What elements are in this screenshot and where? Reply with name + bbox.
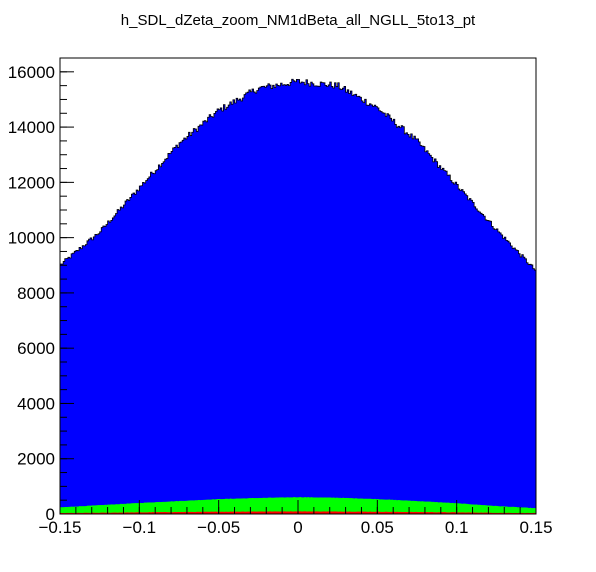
x-tick-label: −0.05 (197, 518, 240, 537)
y-tick-label: 8000 (17, 284, 55, 303)
x-tick-label: 0 (293, 518, 302, 537)
y-tick-label: 4000 (17, 394, 55, 413)
axis-layer: −0.15 −0.1 −0.05 0 0.05 0.1 0.15 0 2000 4000 6000 8… (8, 57, 553, 537)
y-tick-label: 16000 (8, 63, 55, 82)
chart-title: h_SDL_dZeta_zoom_NM1dBeta_all_NGLL_5to13… (121, 12, 476, 29)
series-layer (59, 78, 537, 515)
x-tick-label: 0.15 (519, 518, 552, 537)
x-tick-label: −0.15 (38, 518, 81, 537)
y-tick-label: 0 (46, 505, 55, 524)
y-tick-label: 10000 (8, 229, 55, 248)
histogram-series-0 (59, 78, 537, 515)
y-tick-label: 2000 (17, 450, 55, 469)
y-tick-label: 6000 (17, 339, 55, 358)
x-tick-label: −0.1 (123, 518, 157, 537)
x-tick-label: 0.1 (445, 518, 469, 537)
x-tick-label: 0.05 (361, 518, 394, 537)
y-tick-label: 12000 (8, 173, 55, 192)
y-tick-label: 14000 (8, 118, 55, 137)
